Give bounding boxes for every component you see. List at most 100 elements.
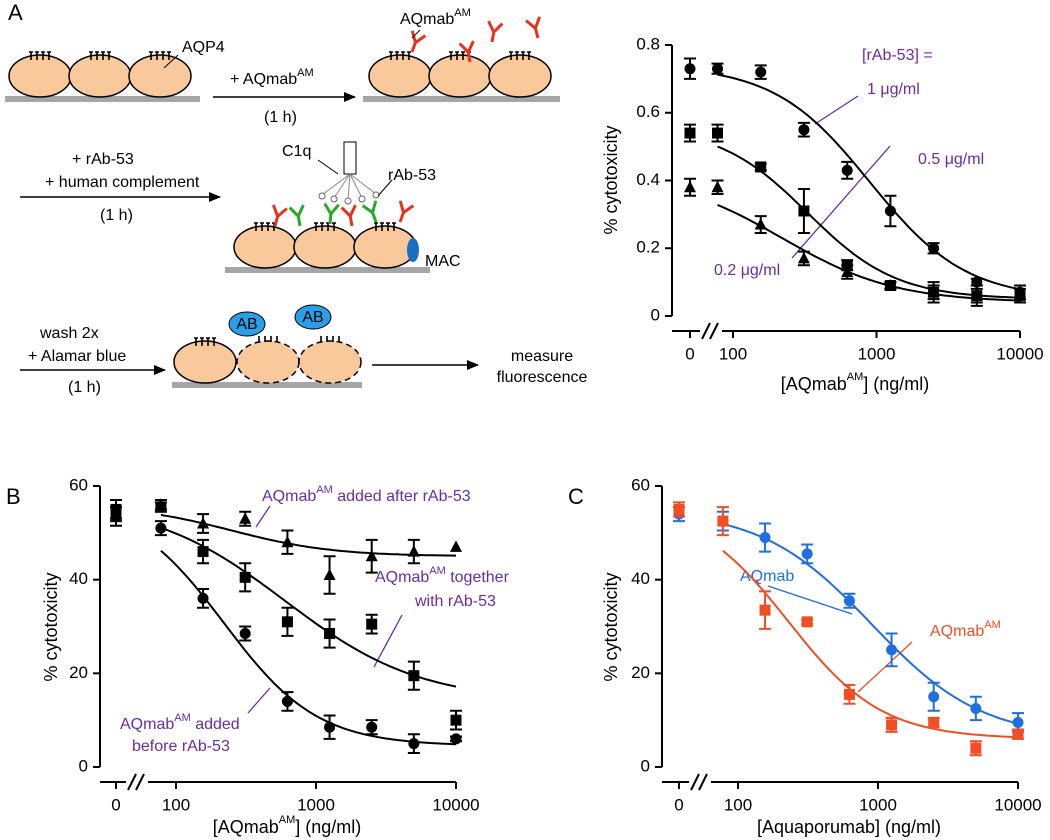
x-tick-label: 0 — [111, 795, 120, 814]
fit-curve — [160, 549, 457, 746]
annotation: 0.2 μg/ml — [714, 262, 780, 279]
point — [798, 124, 810, 136]
point — [884, 205, 896, 217]
annotation: AQmabAM — [930, 619, 1001, 640]
point — [801, 616, 813, 628]
point — [884, 279, 897, 291]
point — [928, 717, 940, 729]
leader — [255, 505, 271, 528]
x-tick-label: 10000 — [432, 795, 479, 814]
axis-break — [701, 322, 719, 340]
annotation: 1 μg/ml — [867, 81, 920, 98]
step-label: wash 2x — [39, 325, 99, 342]
point — [450, 733, 462, 745]
point — [717, 515, 729, 527]
point — [407, 545, 420, 557]
x-axis-label-part: [AQmab — [781, 374, 847, 394]
point — [673, 503, 685, 515]
panel-label: C — [568, 484, 584, 509]
fit-curve — [717, 73, 1021, 291]
point — [408, 670, 420, 682]
point — [366, 618, 378, 630]
point — [197, 546, 209, 558]
label: AQmabAM — [400, 7, 471, 28]
point — [281, 616, 293, 628]
point — [798, 205, 810, 217]
y-tick-label: 0.2 — [636, 238, 660, 257]
fit-curve — [160, 526, 457, 688]
x-axis-label: [AQmabAM] (ng/ml) — [781, 371, 930, 394]
annotation: [rAb-53] = — [862, 47, 933, 64]
panel-label: A — [8, 0, 23, 25]
x-tick-label: 1000 — [297, 795, 335, 814]
annotation: with rAb-53 — [414, 593, 496, 610]
label: rAb-53 — [388, 167, 436, 184]
x-axis-label-part: [AQmab — [213, 817, 279, 837]
x-tick-label: 1000 — [858, 344, 896, 363]
y-tick-label: 0.8 — [636, 34, 660, 53]
y-tick-label: 0 — [79, 756, 88, 775]
point — [755, 66, 767, 78]
cells-row2 — [225, 141, 430, 273]
label: C1q — [282, 143, 311, 160]
point — [759, 604, 771, 616]
point — [711, 180, 724, 193]
label: fluorescence — [497, 369, 588, 386]
x-axis-label-part: AM — [847, 371, 864, 383]
point — [155, 522, 167, 534]
y-tick-label: 0.6 — [636, 102, 660, 121]
y-tick-label: 20 — [631, 663, 650, 682]
point — [365, 549, 378, 562]
point — [323, 568, 336, 580]
point — [928, 242, 940, 254]
point — [886, 644, 898, 656]
point — [1012, 728, 1024, 740]
annotation: AQmabAM added — [120, 712, 240, 733]
point — [684, 127, 696, 139]
point — [712, 63, 724, 75]
point — [712, 127, 724, 139]
label: measure — [511, 348, 573, 365]
y-tick-label: 0.4 — [636, 170, 660, 189]
label: AQP4 — [182, 39, 225, 56]
point — [239, 512, 252, 524]
annotation: AQmab — [740, 568, 794, 585]
step-time: (1 h) — [100, 207, 133, 224]
annotation: 0.5 μg/ml — [918, 151, 984, 168]
point — [797, 251, 810, 264]
point — [927, 285, 940, 298]
leader — [814, 95, 859, 125]
point — [324, 628, 336, 640]
cells-row1b — [363, 15, 560, 102]
point — [155, 501, 167, 513]
point — [684, 63, 696, 75]
point — [110, 510, 122, 522]
point — [239, 571, 251, 583]
label: AB — [302, 309, 323, 326]
leader — [857, 641, 913, 693]
step-label: + rAb-53 — [72, 151, 134, 168]
axis-break — [127, 773, 145, 791]
fit-curve — [722, 550, 1019, 739]
y-axis-label: % cytotoxicity — [41, 572, 61, 681]
leader — [247, 687, 271, 714]
x-tick-label: 100 — [162, 795, 190, 814]
point — [450, 714, 462, 726]
label: AB — [236, 316, 257, 333]
x-tick-label: 0 — [685, 344, 694, 363]
point — [970, 702, 982, 714]
point — [841, 164, 853, 176]
fit-curve — [717, 203, 1021, 302]
panel-label: B — [6, 484, 21, 509]
annotation: AQmabAM added after rAb-53 — [262, 484, 471, 505]
point — [281, 695, 293, 707]
point — [755, 161, 767, 173]
x-axis-label-part: [Aquaporumab] (ng/ml) — [757, 817, 941, 837]
step-label: + Alamar blue — [28, 348, 126, 365]
point — [197, 516, 210, 529]
step-time: (1 h) — [264, 109, 297, 126]
y-tick-label: 40 — [631, 569, 650, 588]
point — [684, 180, 696, 193]
fit-curve — [717, 145, 1021, 299]
